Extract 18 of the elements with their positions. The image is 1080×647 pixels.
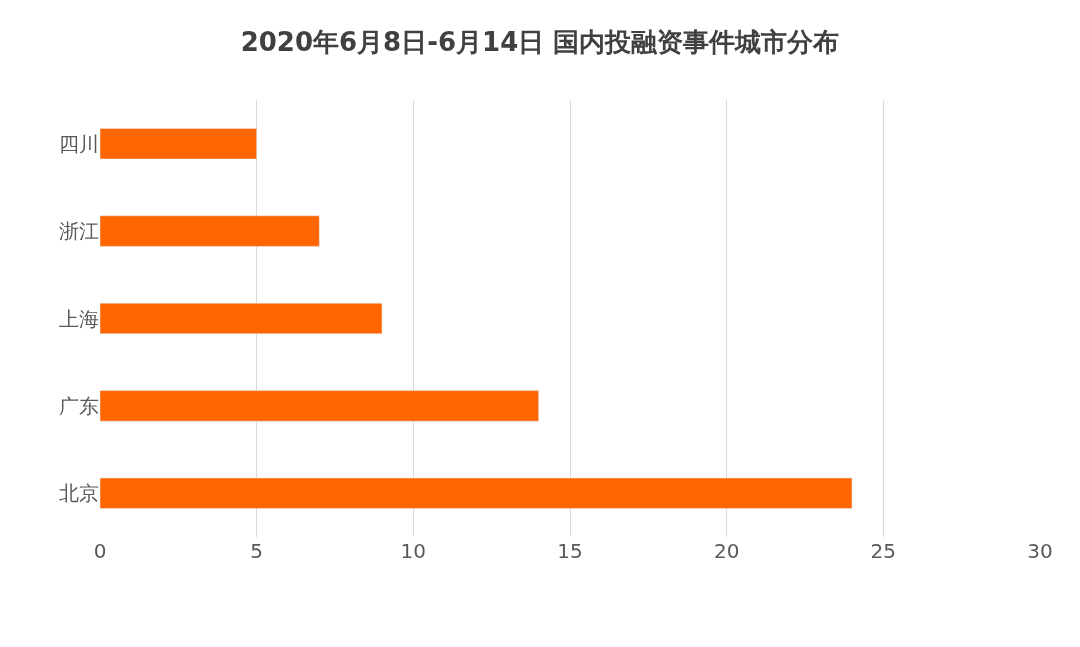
bar bbox=[100, 477, 853, 509]
x-tick-label: 10 bbox=[400, 539, 427, 563]
y-tick-label: 浙江 bbox=[59, 219, 99, 244]
x-tick-label: 0 bbox=[93, 539, 107, 563]
y-tick-label: 四川 bbox=[59, 131, 99, 156]
bar bbox=[100, 128, 257, 160]
y-tick-label: 北京 bbox=[59, 481, 99, 506]
bar bbox=[100, 302, 383, 335]
bar bbox=[100, 390, 539, 422]
x-tick-label: 15 bbox=[557, 539, 583, 563]
x-tick-label: 20 bbox=[713, 539, 740, 563]
x-tick-label: 5 bbox=[250, 539, 264, 563]
x-tick-label: 30 bbox=[1027, 539, 1053, 563]
y-tick-label: 上海 bbox=[59, 306, 99, 331]
y-tick-label: 广东 bbox=[59, 393, 99, 418]
chart-title: 2020年6月8日-6月14日 国内投融资事件城市分布 bbox=[240, 26, 840, 57]
x-tick-label: 25 bbox=[870, 539, 897, 563]
bar bbox=[100, 215, 320, 247]
